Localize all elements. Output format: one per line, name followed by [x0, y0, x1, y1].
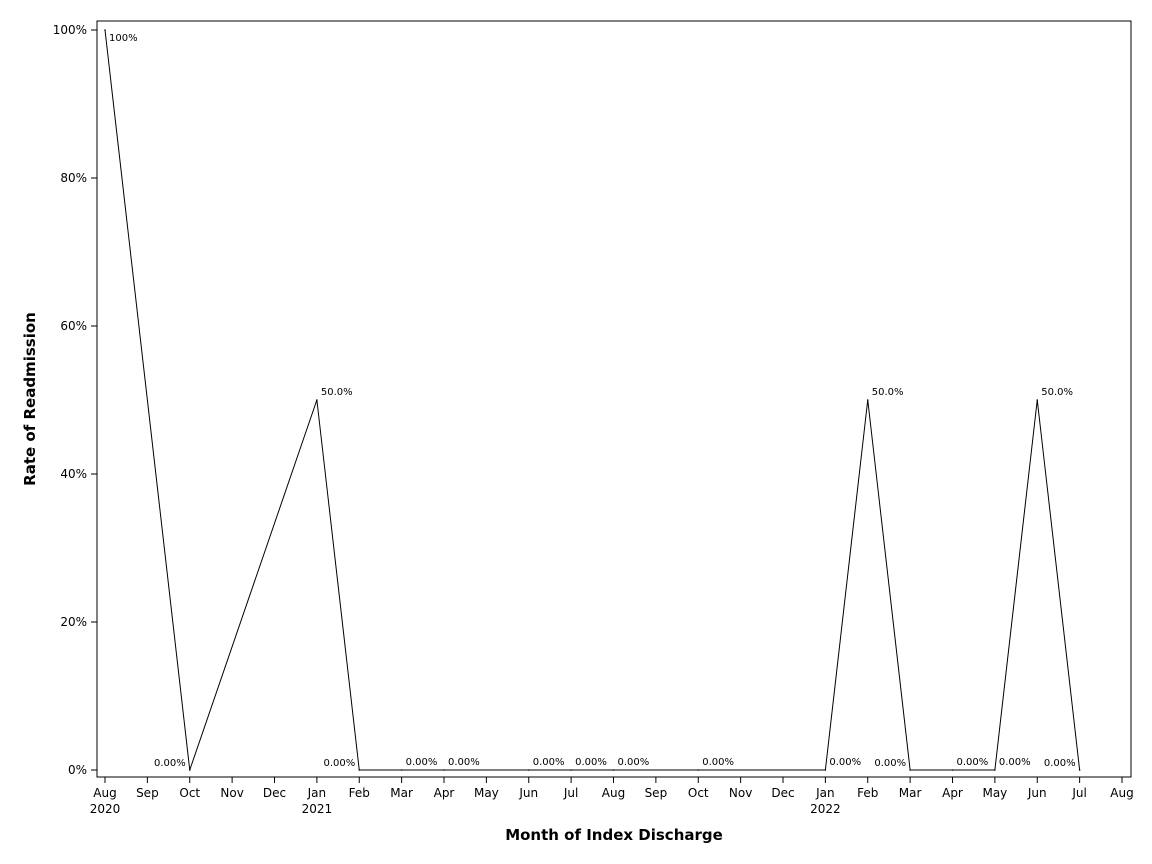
x-axis-title: Month of Index Discharge: [505, 826, 723, 844]
series-group: 100% 0.00% 50.0% 0.00% 0.00% 0.00% 0.00% 0.00% 0…: [104, 29, 1081, 771]
data-label: 0.00%: [1044, 758, 1076, 769]
y-tick-label: 60%: [60, 319, 87, 333]
data-label: 50.0%: [872, 387, 904, 398]
x-tick-label: Aug: [602, 786, 625, 800]
data-point: [951, 769, 954, 771]
data-label: 0.00%: [323, 758, 355, 769]
y-axis: 0% 20% 40% 60% 80% 100%: [53, 23, 97, 777]
data-label: 100%: [109, 33, 138, 44]
y-tick-label: 20%: [60, 615, 87, 629]
x-tick-label: Oct: [179, 786, 200, 800]
data-point: [527, 769, 530, 771]
data-point: [994, 769, 996, 771]
x-tick-label: Feb: [349, 786, 370, 800]
x-year-label: 2021: [302, 802, 333, 816]
x-year-label: 2020: [90, 802, 121, 816]
data-point: [866, 399, 869, 401]
data-point: [443, 769, 445, 771]
y-tick-label: 0%: [68, 763, 87, 777]
x-tick-label: Aug: [1110, 786, 1133, 800]
x-tick-label: Nov: [220, 786, 243, 800]
data-point: [909, 769, 911, 771]
x-tick-label: Feb: [857, 786, 878, 800]
data-point: [612, 769, 615, 771]
y-tick-label: 80%: [60, 171, 87, 185]
x-year-label: 2022: [810, 802, 841, 816]
x-tick-label: Sep: [136, 786, 159, 800]
x-tick-label: Jun: [518, 786, 538, 800]
x-tick-label: Apr: [434, 786, 455, 800]
data-point: [570, 769, 572, 771]
x-tick-label: May: [474, 786, 499, 800]
data-point: [358, 769, 361, 771]
data-label: 50.0%: [1041, 387, 1073, 398]
x-tick-label: Mar: [899, 786, 922, 800]
data-point: [1036, 399, 1039, 401]
x-tick-label: Jan: [815, 786, 835, 800]
data-label: 0.00%: [575, 757, 607, 768]
x-tick-label: Oct: [688, 786, 709, 800]
data-label: 0.00%: [702, 757, 734, 768]
data-point: [104, 29, 106, 31]
data-point: [697, 769, 700, 771]
x-tick-label: Jul: [1071, 786, 1086, 800]
plot-frame: [96, 20, 1132, 778]
x-tick-label: Dec: [263, 786, 286, 800]
data-label: 0.00%: [406, 757, 438, 768]
data-label: 0.00%: [874, 758, 906, 769]
data-label: 0.00%: [154, 758, 186, 769]
x-tick-label: Aug: [93, 786, 116, 800]
x-tick-label: Jul: [563, 786, 578, 800]
data-label: 0.00%: [829, 757, 861, 768]
x-tick-label: Mar: [390, 786, 413, 800]
data-label: 50.0%: [321, 387, 353, 398]
x-tick-label: Apr: [942, 786, 963, 800]
data-label: 0.00%: [448, 757, 480, 768]
data-point: [1078, 769, 1081, 771]
x-tick-label: Sep: [645, 786, 668, 800]
series-line: [104, 29, 1081, 771]
x-tick-label: Dec: [771, 786, 794, 800]
y-axis-title: Rate of Readmission: [21, 312, 39, 486]
y-tick-label: 100%: [53, 23, 87, 37]
data-label: 0.00%: [618, 757, 650, 768]
data-label: 0.00%: [533, 757, 565, 768]
x-axis: Aug Sep Oct Nov Dec Jan Feb Mar Apr May Jun Jul Aug S…: [90, 777, 1134, 816]
y-tick-label: 40%: [60, 467, 87, 481]
x-tick-label: Nov: [729, 786, 752, 800]
data-label: 0.00%: [999, 757, 1031, 768]
data-label: 0.00%: [957, 757, 989, 768]
data-point: [400, 769, 403, 771]
x-tick-label: May: [982, 786, 1007, 800]
x-tick-label: Jun: [1027, 786, 1047, 800]
data-point: [316, 399, 318, 401]
x-tick-label: Jan: [307, 786, 327, 800]
data-point: [824, 769, 827, 771]
data-point: [188, 769, 191, 771]
